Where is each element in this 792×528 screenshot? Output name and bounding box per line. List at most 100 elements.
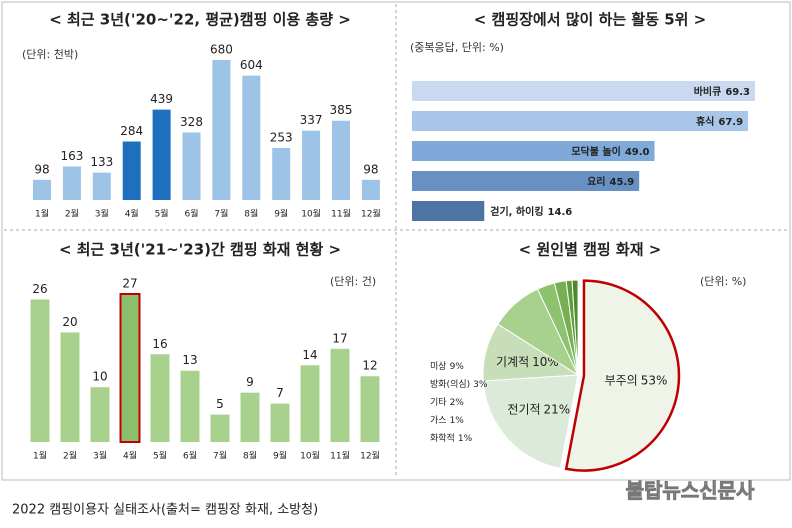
footer: 2022 캠핑이용자 실태조사(출처= 캠핑장 화재, 소방청) <box>12 503 318 518</box>
x-tick-label: 12월 <box>360 450 380 462</box>
x-tick-label: 4월 <box>125 208 139 220</box>
x-tick-label: 5월 <box>153 450 167 462</box>
category-label: 가스 <box>430 415 447 426</box>
bar <box>412 141 655 161</box>
bar-label: 요리 45.9 <box>587 175 634 188</box>
category-label: 기계적 <box>496 355 529 369</box>
bar <box>412 111 749 131</box>
category-label: 미상 <box>430 361 447 372</box>
value-label: 9% <box>450 362 465 372</box>
bar <box>90 387 110 442</box>
slice-label: 가스 1% <box>430 415 464 426</box>
bar <box>242 75 261 200</box>
bar <box>210 414 230 442</box>
value-label: 328 <box>180 115 203 129</box>
x-tick-label: 10월 <box>300 450 320 462</box>
value-label: 49.0 <box>625 147 650 158</box>
bar-label: 휴식 67.9 <box>696 115 743 128</box>
value-label: 21% <box>544 402 571 416</box>
x-tick-label: 4월 <box>123 450 137 462</box>
value-label: 133 <box>90 155 113 169</box>
unit-label: (단위: %) <box>700 275 746 288</box>
bar <box>122 141 141 200</box>
unit-label: (단위: 천박) <box>22 47 78 61</box>
x-tick-label: 1월 <box>35 208 49 220</box>
slice-label: 미상 9% <box>430 361 464 372</box>
value-label: 14.6 <box>548 207 573 218</box>
bar <box>302 130 321 200</box>
x-tick-label: 8월 <box>244 208 258 220</box>
bar <box>180 370 200 442</box>
value-label: 1% <box>458 434 473 444</box>
pie-slice <box>564 279 681 472</box>
slice-label: 전기적 21% <box>507 402 570 416</box>
bar <box>361 179 380 200</box>
bar <box>330 348 350 442</box>
x-tick-label: 8월 <box>243 450 257 462</box>
x-tick-label: 5월 <box>155 208 169 220</box>
value-label: 5 <box>216 397 224 411</box>
value-label: 253 <box>270 130 293 144</box>
category-label: 전기적 <box>507 402 540 416</box>
bar <box>119 293 141 443</box>
category-label: 모닥불 놀이 <box>571 145 620 158</box>
slice-label: 부주의 53% <box>605 373 668 387</box>
x-tick-label: 3월 <box>95 208 109 220</box>
value-label: 20 <box>62 315 77 329</box>
bar <box>150 354 170 442</box>
value-label: 53% <box>641 373 668 387</box>
bar <box>272 147 291 200</box>
value-label: 337 <box>300 113 323 127</box>
x-tick-label: 2월 <box>65 208 79 220</box>
x-tick-label: 6월 <box>184 208 198 220</box>
bar-label: 바비큐 69.3 <box>694 85 750 98</box>
x-tick-label: 7월 <box>214 208 228 220</box>
x-tick-label: 3월 <box>93 450 107 462</box>
bar <box>270 403 290 442</box>
bar <box>152 109 171 200</box>
x-tick-label: 9월 <box>274 208 288 220</box>
bar <box>92 172 111 200</box>
bar <box>60 332 80 442</box>
value-label: 163 <box>60 149 83 163</box>
bar <box>332 120 350 200</box>
value-label: 16 <box>152 337 167 351</box>
category-label: 부주의 <box>605 373 638 387</box>
category-label: 기타 <box>430 397 447 408</box>
value-label: 12 <box>362 359 377 373</box>
value-label: 680 <box>210 43 233 57</box>
chart-title: < 캠핑장에서 많이 하는 활동 5위 > <box>474 11 707 29</box>
value-label: 385 <box>330 103 353 117</box>
bar <box>360 376 380 442</box>
pie-slice <box>482 374 579 469</box>
bar-label: 모닥불 놀이 49.0 <box>571 145 649 158</box>
category-label: 화학적 <box>430 432 455 444</box>
value-label: 27 <box>122 277 137 291</box>
x-tick-label: 10월 <box>301 208 321 220</box>
value-label: 284 <box>120 124 143 138</box>
category-label: 방화(의심) <box>430 379 470 390</box>
value-label: 1% <box>450 416 465 426</box>
value-label: 3% <box>473 380 488 390</box>
x-tick-label: 12월 <box>361 208 381 220</box>
slice-label: 기타 2% <box>430 397 464 408</box>
unit-label: (중복응답, 단위: %) <box>410 41 504 54</box>
category-label: 걷기, 하이킹 <box>490 205 543 218</box>
bar <box>412 171 640 191</box>
slice-label: 화학적 1% <box>430 432 473 444</box>
value-label: 98 <box>34 162 49 176</box>
x-tick-label: 6월 <box>183 450 197 462</box>
bar <box>240 392 260 442</box>
pie-slice <box>571 279 579 376</box>
value-label: 10 <box>92 370 107 384</box>
bar <box>300 365 320 442</box>
bar <box>30 299 50 442</box>
chart-title: < 원인별 캠핑 화재 > <box>519 241 662 259</box>
chart-title: < 최근 3년('20~'22, 평균)캠핑 이용 총량 > <box>49 11 351 29</box>
value-label: 98 <box>363 162 378 176</box>
value-label: 9 <box>246 375 254 389</box>
value-label: 67.9 <box>718 117 743 128</box>
value-label: 17 <box>332 331 347 345</box>
bar <box>62 166 81 200</box>
